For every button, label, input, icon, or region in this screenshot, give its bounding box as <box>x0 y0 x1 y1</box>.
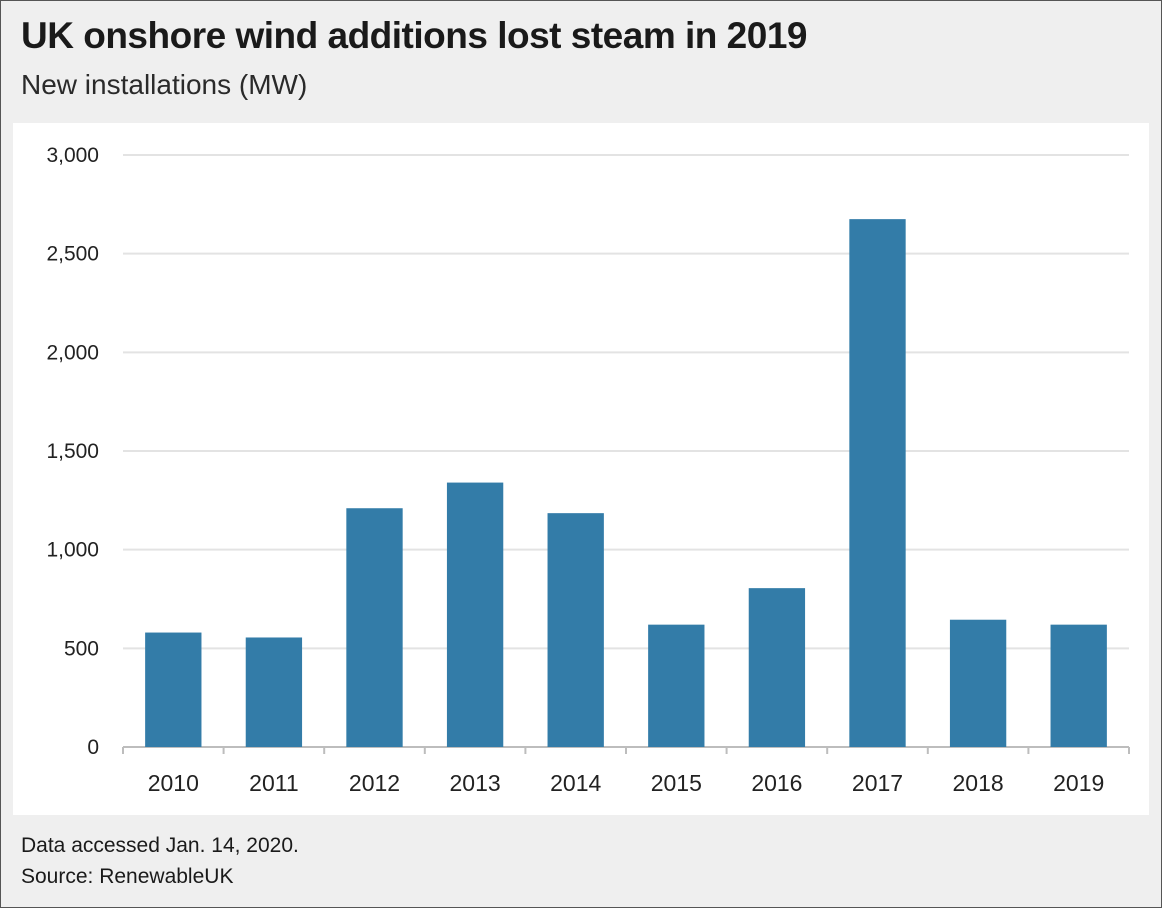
y-tick-label: 0 <box>87 736 99 759</box>
x-tick-label: 2014 <box>550 770 601 796</box>
x-tick-label: 2013 <box>450 770 501 796</box>
x-tick-label: 2018 <box>953 770 1004 796</box>
y-tick-label: 2,000 <box>46 341 99 364</box>
footer-note: Data accessed Jan. 14, 2020. <box>21 834 299 857</box>
footer-source: Source: RenewableUK <box>21 865 234 888</box>
y-tick-label: 1,500 <box>46 440 99 463</box>
bar-2017 <box>849 219 906 748</box>
bar-2013 <box>446 482 504 747</box>
x-tick-label: 2016 <box>751 770 802 796</box>
x-tick-label: 2015 <box>651 770 702 796</box>
bar-2016 <box>748 588 806 747</box>
y-tick-label: 3,000 <box>46 144 99 167</box>
x-tick-label: 2019 <box>1053 770 1104 796</box>
bar-2012 <box>346 508 403 747</box>
plot-panel: 0 500 1,000 1,500 2,000 2,500 3,000 2010 2011 201… <box>13 123 1149 815</box>
bar-2014 <box>547 513 604 747</box>
y-tick-label: 2,500 <box>46 243 99 266</box>
chart-subtitle: New installations (MW) <box>21 69 308 100</box>
x-tick-label: 2017 <box>852 770 903 796</box>
x-tick-label: 2012 <box>349 770 400 796</box>
bar-2010 <box>145 632 202 747</box>
x-tick-label: 2011 <box>249 770 298 796</box>
y-tick-label: 500 <box>64 637 99 660</box>
bar-chart: 0 500 1,000 1,500 2,000 2,500 3,000 2010 2011 201… <box>46 144 1130 796</box>
y-tick-label: 1,000 <box>46 539 99 562</box>
bar-2011 <box>245 637 303 747</box>
chart-title: UK onshore wind additions lost steam in … <box>21 15 807 56</box>
bar-2018 <box>949 619 1007 747</box>
bar-2019 <box>1050 624 1107 747</box>
bar-2015 <box>648 624 705 747</box>
x-tick-label: 2010 <box>148 770 199 796</box>
